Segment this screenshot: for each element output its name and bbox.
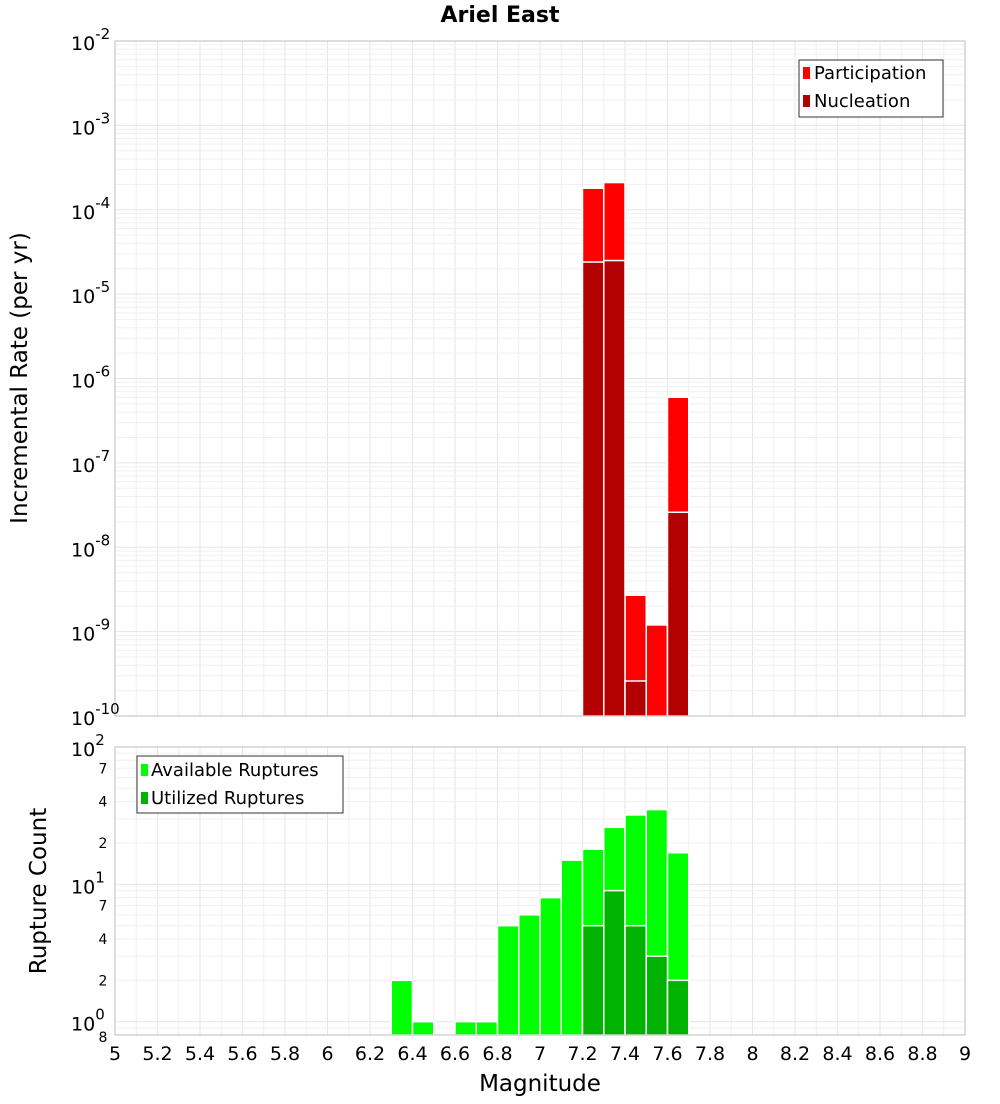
available-ruptures-bar	[560, 859, 584, 1036]
rupture-legend: Available Ruptures Utilized Ruptures	[136, 755, 344, 814]
rate-y-tick-label: 10-10	[71, 700, 120, 730]
rate-y-tick-label: 10-7	[71, 447, 110, 477]
count-y-minor-tick-label: 4	[99, 932, 108, 948]
x-tick-label: 7.4	[610, 1043, 640, 1065]
count-y-minor-tick-label: 7	[99, 899, 108, 915]
rate-y-ticks: 10-2 10-3 10-4 10-5 10-6 10-7 10-8 10-9 10-10	[71, 25, 120, 730]
available-ruptures-legend-swatch	[141, 764, 148, 776]
rupture-bars	[390, 808, 690, 1036]
rate-legend: Participation Nucleation	[798, 59, 944, 118]
count-y-minor-tick-label: 7	[99, 761, 108, 777]
x-tick-label: 8.6	[865, 1043, 895, 1065]
utilized-ruptures-legend-swatch	[141, 792, 148, 804]
rate-y-tick-label: 10-9	[71, 616, 110, 646]
utilized-ruptures-bar	[581, 924, 605, 1036]
rate-legend-box	[798, 59, 944, 118]
nucleation-bar	[624, 680, 647, 717]
available-ruptures-bar	[475, 1020, 499, 1036]
utilized-ruptures-bar	[624, 924, 647, 1036]
count-y-minor-tick-label: 8	[99, 1030, 108, 1046]
x-axis-label: Magnitude	[479, 1071, 601, 1097]
count-plot-frame	[114, 746, 966, 1036]
utilized-ruptures-bar	[666, 979, 690, 1036]
x-tick-label: 5.2	[142, 1043, 172, 1065]
available-ruptures-bar	[539, 896, 562, 1036]
available-ruptures-bar	[518, 914, 541, 1036]
x-tick-label: 7.8	[695, 1043, 725, 1065]
count-y-ticks: 102 101 100 7 4 2 7 4 2 8	[71, 731, 108, 1046]
x-tick-label: 8.8	[907, 1043, 937, 1065]
rupture-legend-box	[136, 755, 344, 814]
nucleation-bar	[581, 261, 605, 717]
x-tick-label: 6.4	[397, 1043, 427, 1065]
count-y-minor-tick-label: 4	[99, 795, 108, 811]
x-tick-label: 7.2	[567, 1043, 597, 1065]
rate-y-tick-label: 10-5	[71, 278, 110, 308]
participation-legend-label: Participation	[814, 63, 926, 84]
utilized-ruptures-bar	[603, 889, 626, 1036]
x-tick-label: 5.8	[270, 1043, 300, 1065]
x-tick-label: 5.4	[185, 1043, 215, 1065]
rate-panel: 10-2 10-3 10-4 10-5 10-6 10-7 10-8 10-9 10-10 Par…	[71, 25, 966, 730]
count-y-tick-label: 100	[71, 1006, 105, 1036]
rate-plot-frame	[114, 40, 966, 717]
x-tick-label: 9	[959, 1043, 971, 1065]
nucleation-legend-swatch	[803, 95, 810, 107]
count-y-tick-label: 102	[71, 731, 105, 761]
nucleation-bar	[603, 259, 626, 717]
count-y-minor-tick-label: 2	[99, 973, 108, 989]
nucleation-legend-label: Nucleation	[814, 91, 910, 112]
chart-title: Ariel East	[440, 3, 560, 28]
count-y-tick-label: 101	[71, 868, 105, 898]
participation-bar	[645, 624, 669, 717]
nucleation-bar	[666, 511, 690, 717]
x-tick-label: 8.2	[780, 1043, 810, 1065]
rate-y-tick-label: 10-8	[71, 531, 110, 561]
x-tick-label: 6.8	[482, 1043, 512, 1065]
x-tick-label: 8.4	[822, 1043, 852, 1065]
rate-bars	[581, 181, 690, 717]
x-ticks: 5 5.2 5.4 5.6 5.8 6 6.2 6.4 6.6 6.8 7 7.2 7.4 7.6 7.8 8…	[109, 1043, 971, 1065]
x-tick-label: 6.6	[440, 1043, 470, 1065]
x-tick-label: 7.6	[652, 1043, 682, 1065]
rate-y-axis-label: Incremental Rate (per yr)	[7, 232, 33, 524]
x-tick-label: 6.2	[355, 1043, 385, 1065]
utilized-ruptures-legend-label: Utilized Ruptures	[151, 788, 304, 809]
rupture-count-panel: 102 101 100 7 4 2 7 4 2 8 Available Ruptures Utiliz…	[71, 731, 971, 1065]
participation-legend-swatch	[803, 67, 810, 79]
rate-y-tick-label: 10-4	[71, 194, 110, 224]
available-ruptures-bar	[411, 1020, 435, 1036]
count-y-axis-label: Rupture Count	[26, 808, 52, 974]
utilized-ruptures-bar	[645, 955, 669, 1036]
available-ruptures-legend-label: Available Ruptures	[151, 760, 319, 781]
x-tick-label: 6	[321, 1043, 333, 1065]
available-ruptures-bar	[496, 924, 520, 1036]
x-tick-label: 8	[746, 1043, 758, 1065]
available-ruptures-bar	[454, 1020, 477, 1036]
available-ruptures-bar	[390, 979, 414, 1036]
x-tick-label: 7	[534, 1043, 546, 1065]
x-tick-label: 5.6	[227, 1043, 257, 1065]
rate-y-tick-label: 10-2	[71, 25, 110, 55]
rate-y-tick-label: 10-3	[71, 109, 110, 139]
rate-y-tick-label: 10-6	[71, 363, 110, 393]
x-tick-label: 5	[109, 1043, 121, 1065]
count-y-minor-tick-label: 2	[99, 836, 108, 852]
